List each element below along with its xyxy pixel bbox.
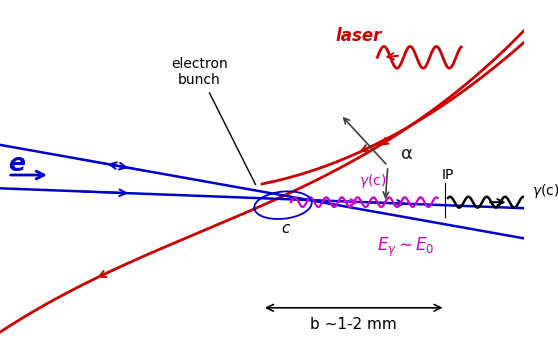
Text: laser: laser [335,27,382,45]
Text: α: α [401,145,413,163]
Text: $E_\gamma\sim E_0$: $E_\gamma\sim E_0$ [377,235,435,259]
Text: $\gamma$(c): $\gamma$(c) [359,172,387,190]
Text: $\gamma$(c): $\gamma$(c) [532,182,558,200]
Text: b ~1-2 mm: b ~1-2 mm [310,317,397,332]
Text: IP: IP [442,168,454,182]
Text: electron
bunch: electron bunch [171,57,256,185]
Text: e: e [8,152,25,176]
Text: c: c [281,222,290,236]
